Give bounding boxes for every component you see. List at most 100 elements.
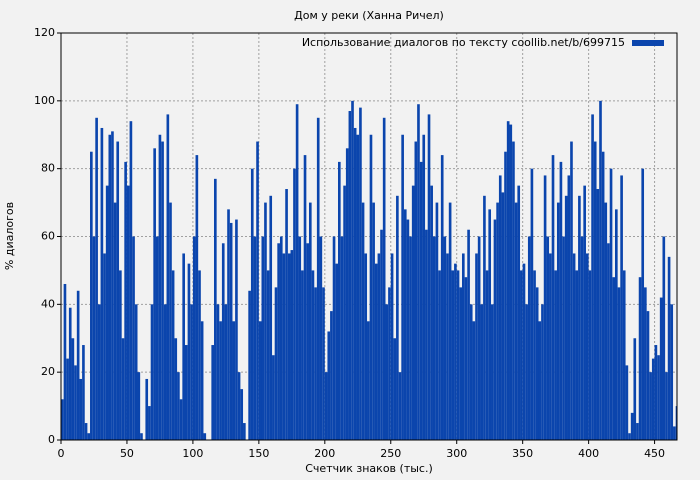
bar: [348, 111, 352, 440]
bar: [282, 253, 286, 440]
bar: [158, 134, 162, 440]
bar: [124, 161, 127, 440]
bar: [214, 178, 217, 440]
bar: [319, 236, 323, 440]
bar: [517, 185, 521, 440]
bar: [430, 185, 433, 440]
bar: [100, 127, 104, 440]
bar: [396, 195, 399, 440]
legend-swatch: [632, 40, 664, 46]
y-tick-label: 40: [41, 297, 55, 310]
bar: [293, 168, 296, 440]
bar: [422, 134, 426, 440]
bar: [625, 365, 629, 440]
bar: [66, 358, 69, 440]
bar: [190, 304, 193, 440]
bar: [425, 229, 428, 440]
bar: [593, 141, 597, 441]
bar: [272, 355, 275, 440]
bar: [617, 287, 621, 440]
bar: [224, 304, 228, 440]
bar: [612, 277, 616, 440]
bar: [403, 209, 407, 440]
bar: [665, 372, 668, 440]
bar: [322, 287, 325, 440]
bar: [68, 307, 72, 440]
bar: [187, 263, 191, 440]
bar: [464, 277, 468, 440]
bar: [620, 175, 623, 440]
bar: [113, 202, 117, 440]
bar: [469, 304, 473, 440]
bar: [398, 372, 402, 440]
x-tick-label: 200: [314, 447, 335, 460]
bar: [388, 287, 391, 440]
bar: [229, 222, 233, 440]
bar: [137, 372, 141, 440]
bar: [512, 141, 515, 441]
bar: [583, 185, 586, 440]
bar: [132, 236, 135, 440]
bar: [538, 321, 542, 440]
bar: [477, 236, 481, 440]
bar: [580, 236, 584, 440]
bar: [480, 304, 484, 440]
bar: [216, 304, 220, 440]
bar: [76, 290, 80, 440]
bar: [675, 406, 677, 440]
bar: [483, 195, 486, 440]
bar: [129, 121, 133, 440]
bar: [607, 243, 610, 440]
x-tick-label: 300: [446, 447, 467, 460]
bar: [411, 185, 415, 440]
bar: [504, 151, 507, 441]
bar: [332, 236, 336, 440]
bar: [343, 185, 346, 440]
bar: [161, 141, 164, 441]
bar: [269, 195, 273, 440]
bar: [514, 202, 518, 440]
bar: [374, 263, 378, 440]
bar: [633, 338, 637, 440]
bar: [673, 426, 676, 440]
legend-label: Использование диалогов по тексту coollib…: [302, 36, 625, 49]
y-tick-label: 0: [48, 433, 55, 446]
bar: [311, 270, 315, 440]
bar: [261, 236, 265, 440]
bar: [448, 202, 452, 440]
bar: [546, 236, 550, 440]
bar: [491, 304, 494, 440]
bar: [377, 253, 381, 440]
bar: [103, 253, 106, 440]
bar: [372, 202, 375, 440]
bar: [644, 287, 647, 440]
bar: [506, 121, 510, 440]
bar: [264, 202, 267, 440]
bar: [615, 209, 618, 440]
bar: [588, 270, 592, 440]
x-tick-label: 150: [248, 447, 269, 460]
bar: [601, 151, 605, 441]
bar: [303, 155, 307, 440]
bar: [327, 331, 331, 440]
bar: [543, 175, 547, 440]
bar: [356, 134, 360, 440]
bar: [200, 321, 204, 440]
bar: [636, 423, 639, 440]
bar: [97, 304, 101, 440]
bar: [277, 243, 280, 440]
bar: [203, 433, 207, 440]
bar: [522, 263, 526, 440]
bar: [184, 345, 188, 440]
bar: [432, 236, 436, 440]
bar: [461, 253, 465, 440]
bar: [95, 117, 98, 441]
bar: [535, 287, 539, 440]
bar: [419, 161, 423, 440]
bar: [61, 399, 64, 440]
x-tick-label: 350: [512, 447, 533, 460]
bar: [435, 202, 439, 440]
bar: [488, 209, 492, 440]
bar: [454, 263, 457, 440]
